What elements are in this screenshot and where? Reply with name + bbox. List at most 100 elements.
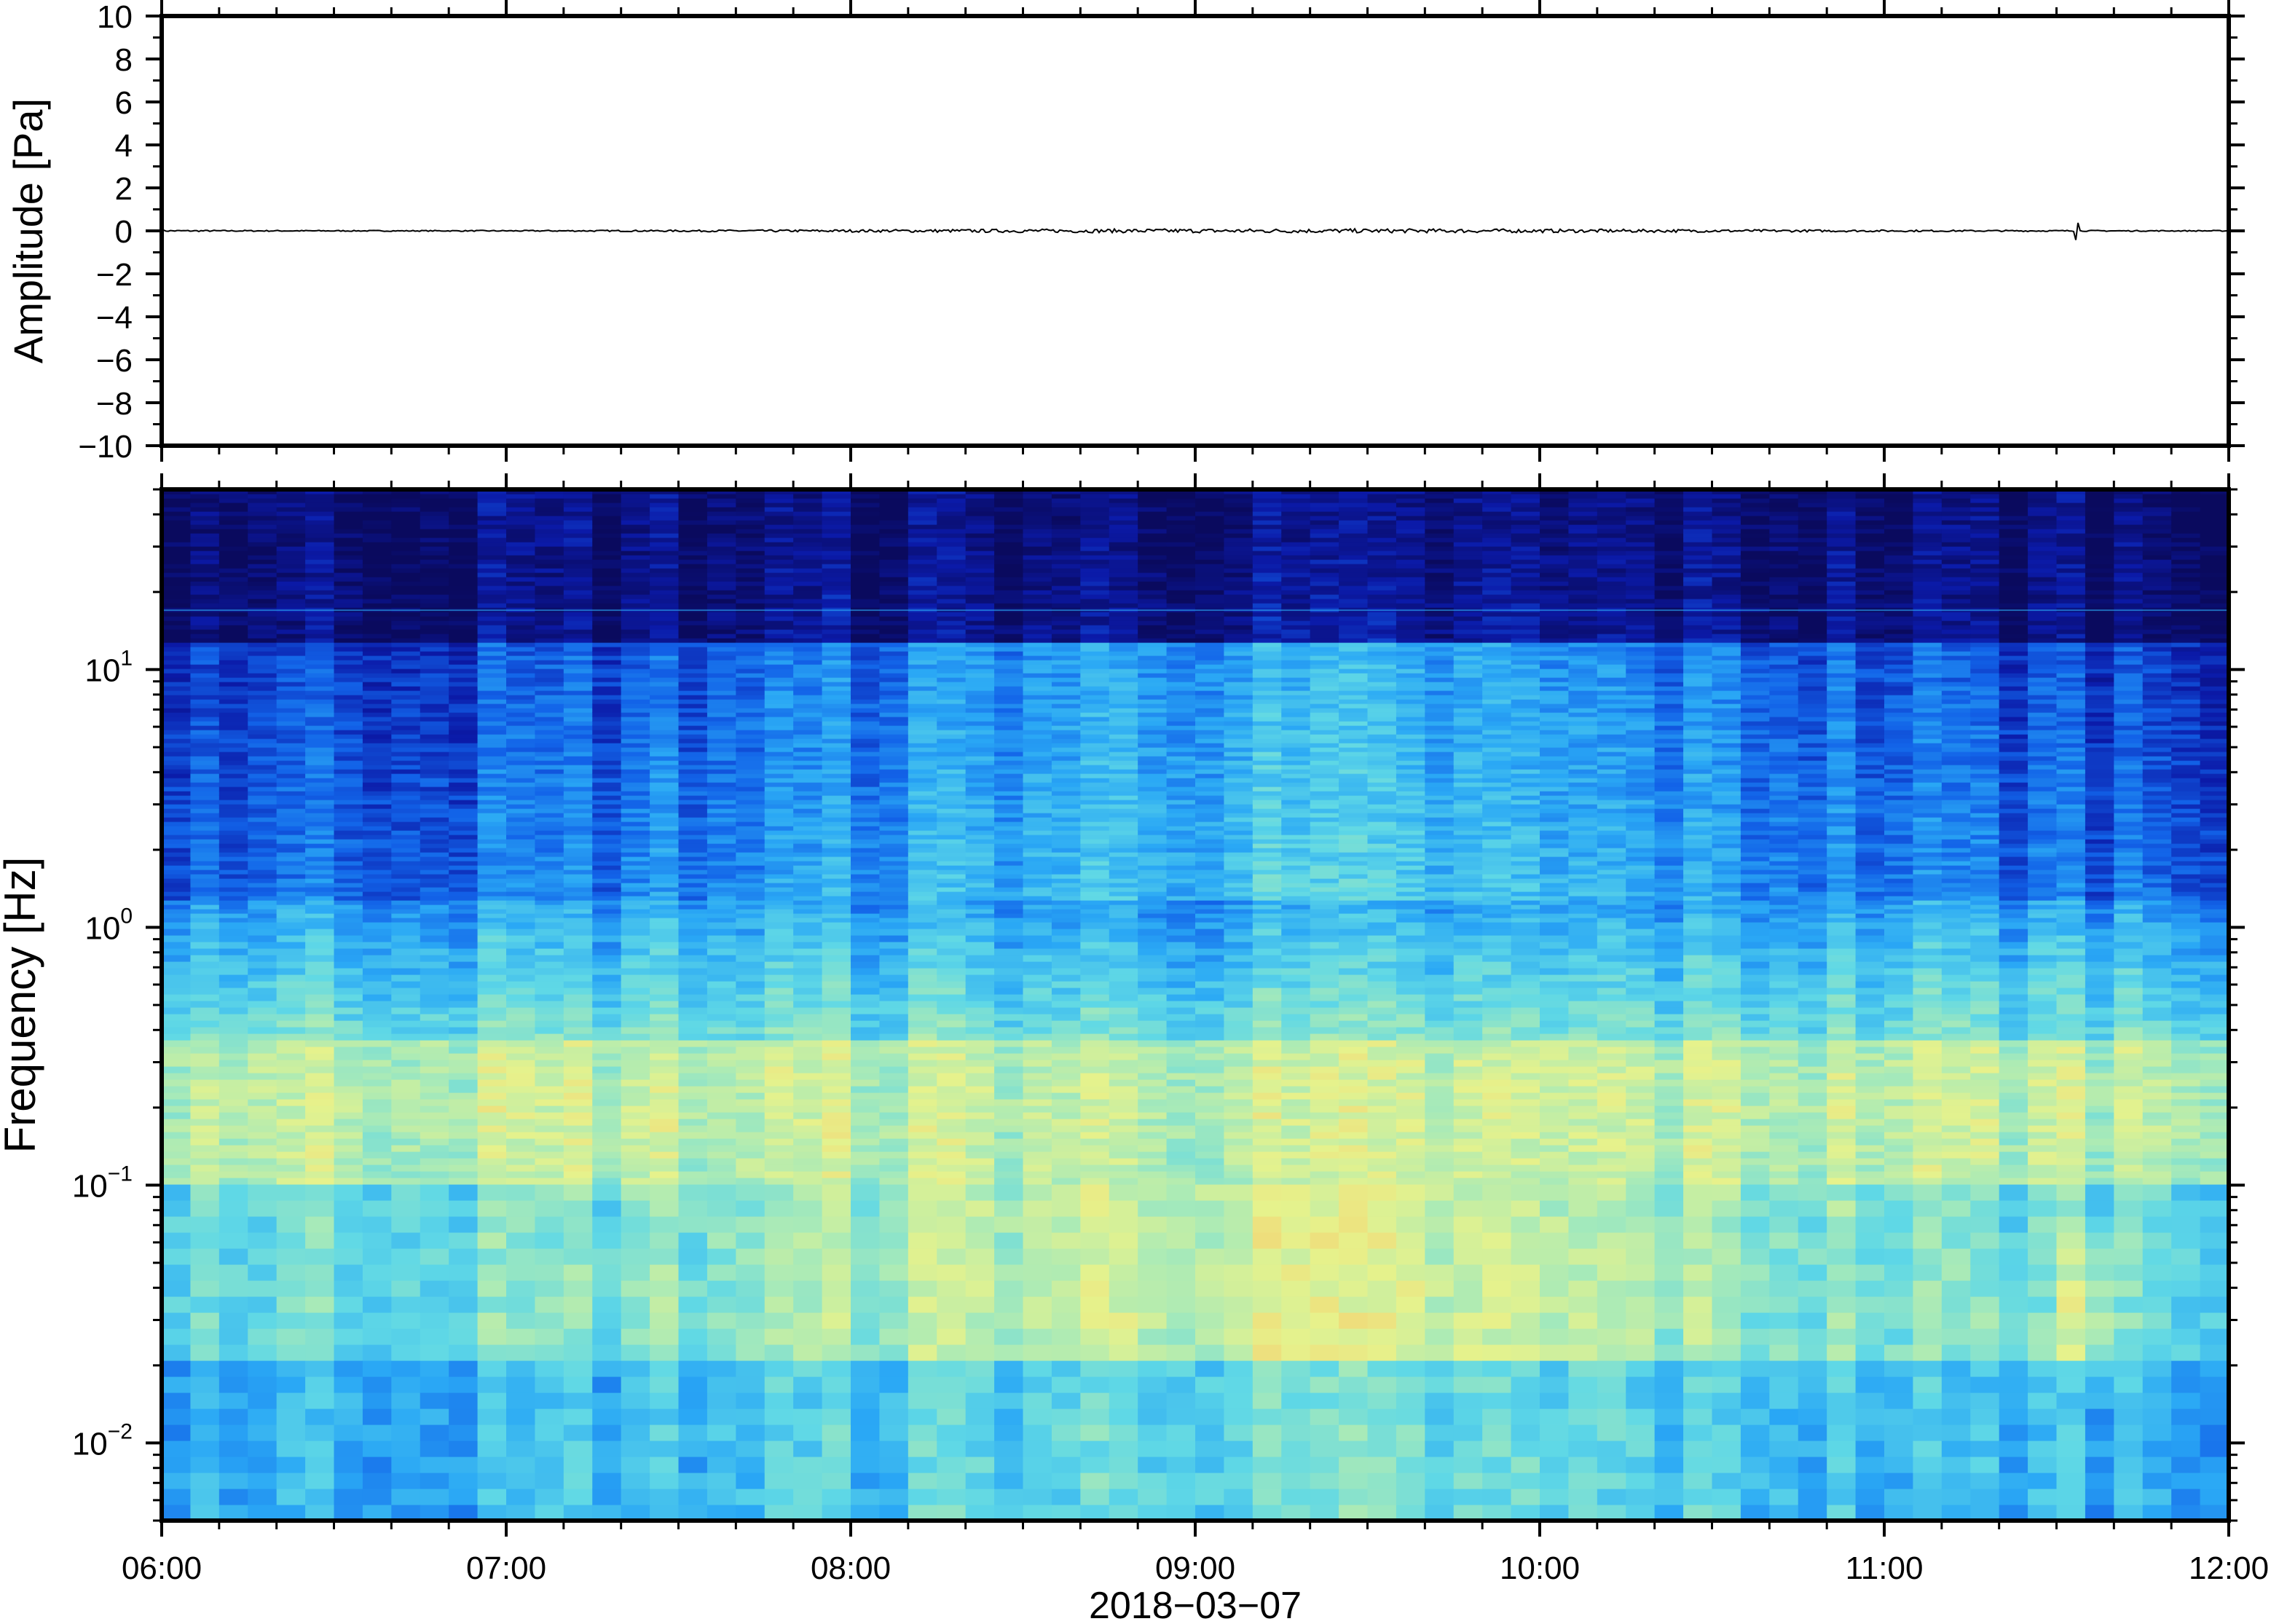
spectrogram-cell xyxy=(248,489,278,494)
spectrogram-cell xyxy=(764,559,794,564)
spectrogram-cell xyxy=(793,577,823,582)
spectrogram-cell xyxy=(793,1132,823,1139)
spectrogram-cell xyxy=(219,1020,248,1028)
spectrogram-cell xyxy=(334,887,363,892)
spectrogram-cell xyxy=(793,773,823,779)
spectrogram-cell xyxy=(362,760,392,765)
spectrogram-cell xyxy=(420,638,449,643)
spectrogram-cell xyxy=(879,651,909,656)
spectrogram-cell xyxy=(162,669,192,674)
spectrogram-cell xyxy=(449,599,479,604)
spectrogram-cell xyxy=(678,1312,708,1329)
spectrogram-cell xyxy=(851,507,881,512)
spectrogram-cell xyxy=(965,1376,995,1393)
spectrogram-cell xyxy=(908,564,937,569)
spectrogram-cell xyxy=(707,821,736,827)
spectrogram-cell xyxy=(420,800,449,805)
spectrogram-cell xyxy=(477,760,507,765)
spectrogram-cell xyxy=(219,612,248,617)
spectrogram-cell xyxy=(362,1473,392,1489)
spectrogram-cell xyxy=(707,498,736,503)
spectrogram-cell xyxy=(592,1392,622,1409)
spectrogram-cell xyxy=(420,655,449,661)
spectrogram-cell xyxy=(535,821,564,827)
spectrogram-cell xyxy=(334,494,363,499)
spectrogram-cell xyxy=(219,647,248,652)
spectrogram-cell xyxy=(621,660,650,665)
spectrogram-cell xyxy=(851,590,881,595)
spectrogram-cell xyxy=(650,787,680,792)
spectrogram-cell xyxy=(362,559,392,564)
spectrogram-cell xyxy=(449,1066,479,1073)
spectrogram-cell xyxy=(707,1014,736,1021)
spectrogram-cell xyxy=(162,690,192,695)
spectrogram-cell xyxy=(592,769,622,774)
spectrogram-cell xyxy=(764,1408,794,1425)
spectrogram-cell xyxy=(994,1145,1024,1152)
spectrogram-cell xyxy=(248,1344,278,1361)
spectrogram-cell xyxy=(678,712,708,717)
spectrogram-cell xyxy=(822,981,851,988)
spectrogram-cell xyxy=(908,948,937,955)
spectrogram-cell xyxy=(162,1027,192,1034)
spectrogram-cell xyxy=(908,856,937,862)
spectrogram-cell xyxy=(449,542,479,547)
spectrogram-cell xyxy=(276,1145,306,1152)
spectrogram-cell xyxy=(506,1505,536,1521)
spectrogram-cell xyxy=(248,1200,278,1217)
spectrogram-cell xyxy=(965,1040,995,1047)
spectrogram-cell xyxy=(994,1046,1024,1054)
spectrogram-cell xyxy=(391,489,421,494)
spectrogram-cell xyxy=(219,800,248,805)
spectrogram-cell xyxy=(965,929,995,936)
spectrogram-cell xyxy=(793,1200,823,1217)
spectrogram-cell xyxy=(793,743,823,748)
spectrogram-cell xyxy=(764,773,794,779)
spectrogram-cell xyxy=(305,1473,335,1489)
spectrogram-cell xyxy=(937,852,967,857)
spectrogram-cell xyxy=(621,1145,650,1152)
spectrogram-cell xyxy=(937,690,967,695)
spectrogram-cell xyxy=(879,874,909,879)
spectrogram-cell xyxy=(937,1119,967,1126)
spectrogram-cell xyxy=(391,1200,421,1217)
spectrogram-cell xyxy=(535,1457,564,1473)
spectrogram-cell xyxy=(965,913,995,918)
spectrogram-cell xyxy=(420,717,449,722)
spectrogram-cell xyxy=(621,708,650,713)
spectrogram-cell xyxy=(248,1296,278,1313)
spectrogram-cell xyxy=(592,1171,622,1178)
spectrogram-cell xyxy=(391,865,421,870)
spectrogram-cell xyxy=(736,1457,765,1473)
spectrogram-cell xyxy=(736,896,765,901)
spectrogram-cell xyxy=(908,616,937,621)
spectrogram-cell xyxy=(908,551,937,556)
spectrogram-cell xyxy=(420,861,449,866)
spectrogram-cell xyxy=(162,878,192,883)
spectrogram-cell xyxy=(248,1060,278,1067)
spectrogram-cell xyxy=(764,651,794,656)
spectrogram-cell xyxy=(420,686,449,691)
spectrogram-cell xyxy=(535,730,564,735)
spectrogram-cell xyxy=(994,896,1024,901)
spectrogram-cell xyxy=(420,1424,449,1441)
spectrogram-cell xyxy=(219,1138,248,1146)
spectrogram-cell xyxy=(449,1200,479,1217)
spectrogram-cell xyxy=(248,887,278,892)
spectrogram-cell xyxy=(420,1164,449,1172)
spectrogram-cell xyxy=(851,1457,881,1473)
spectrogram-cell xyxy=(592,577,622,582)
spectrogram-cell xyxy=(592,708,622,713)
spectrogram-cell xyxy=(736,948,765,955)
spectrogram-cell xyxy=(391,883,421,888)
spectrogram-cell xyxy=(190,1040,220,1047)
spectrogram-cell xyxy=(219,642,248,647)
spectrogram-cell xyxy=(362,800,392,805)
spectrogram-cell xyxy=(908,581,937,586)
spectrogram-cell xyxy=(305,1440,335,1457)
spectrogram-cell xyxy=(190,1151,220,1159)
spectrogram-cell xyxy=(248,752,278,757)
spectrogram-cell xyxy=(793,1151,823,1159)
spectrogram-cell xyxy=(621,935,650,942)
spectrogram-cell xyxy=(1023,1424,1052,1441)
